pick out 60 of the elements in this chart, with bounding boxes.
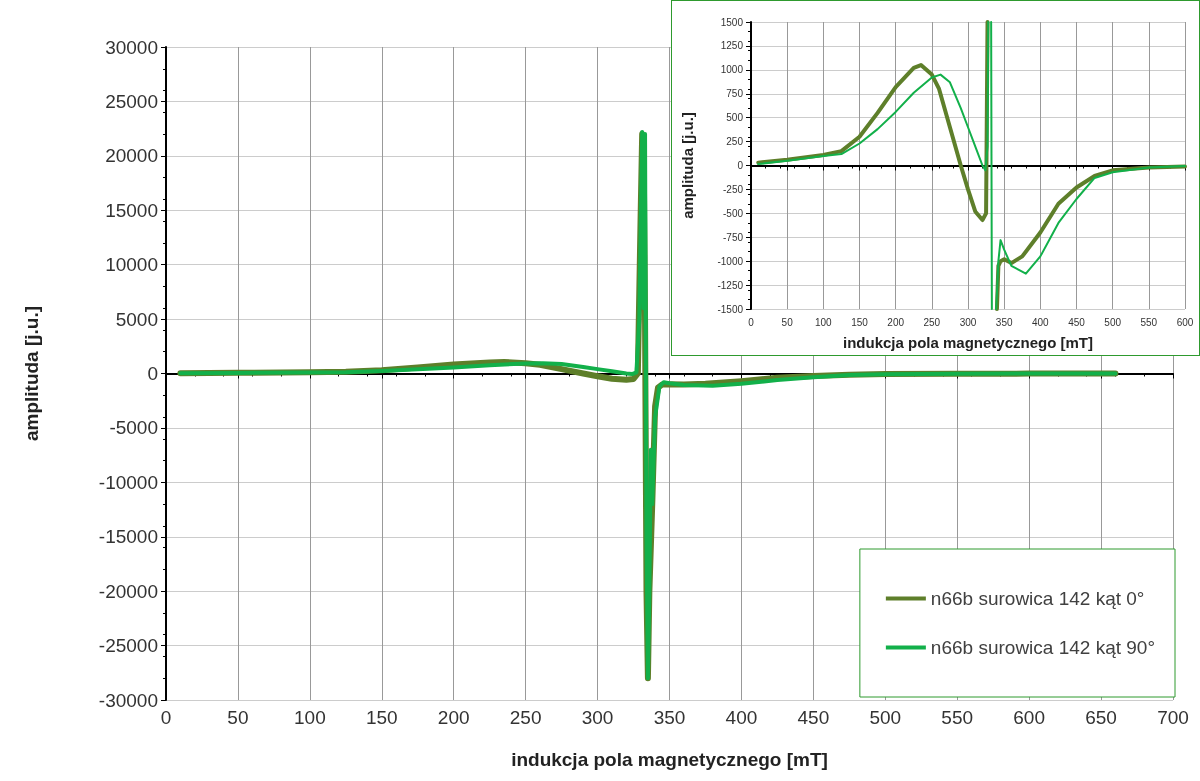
x-axis-title: indukcja pola magnetycznego [mT] [511, 749, 828, 770]
y-tick-label: 15000 [105, 199, 158, 221]
y-tick-label: -1000 [717, 255, 744, 267]
y-tick-label: 1000 [720, 64, 744, 76]
x-tick-label: 300 [959, 316, 977, 328]
x-tick-label: 0 [748, 316, 755, 328]
y-tick-label: -10000 [98, 471, 158, 493]
y-tick-label: -1500 [717, 303, 744, 315]
x-tick-label: 350 [653, 707, 686, 728]
y-tick-label: 25000 [105, 90, 158, 112]
y-tick-label: 750 [726, 88, 744, 100]
y-tick-label: 5000 [115, 308, 158, 330]
y-tick-label: -25000 [98, 635, 158, 657]
y-tick-label: 500 [726, 112, 744, 124]
x-tick-label: 200 [437, 707, 470, 728]
x-tick-label: 0 [160, 707, 172, 728]
x-tick-label: 500 [1104, 316, 1122, 328]
x-tick-label: 450 [797, 707, 830, 728]
y-tick-label: 20000 [105, 145, 158, 167]
y-tick-label: -500 [722, 207, 744, 219]
y-tick-label: -750 [722, 231, 744, 243]
y-tick-label: 0 [147, 363, 158, 384]
y-tick-label: -15000 [98, 526, 158, 548]
x-tick-label: 600 [1176, 316, 1194, 328]
y-tick-label: -5000 [109, 417, 158, 439]
x-tick-label: 150 [851, 316, 869, 328]
y-tick-label: 1500 [720, 16, 744, 28]
x-tick-label: 650 [1085, 707, 1117, 728]
y-tick-label: -20000 [98, 580, 158, 602]
legend-label: n66b surowica 142 kąt 90° [930, 637, 1156, 658]
x-axis-title: indukcja pola magnetycznego [mT] [842, 334, 1094, 351]
x-tick-label: 550 [1140, 316, 1158, 328]
x-tick-label: 550 [941, 707, 974, 728]
y-tick-label: 10000 [105, 254, 158, 276]
y-tick-label: -30000 [98, 689, 158, 711]
x-tick-label: 600 [1013, 707, 1045, 728]
y-tick-label: 250 [726, 136, 744, 148]
x-tick-label: 400 [725, 707, 758, 728]
x-tick-label: 450 [1068, 316, 1086, 328]
y-tick-label: -1250 [717, 279, 744, 291]
x-tick-label: 200 [887, 316, 905, 328]
x-tick-label: 300 [581, 707, 614, 728]
x-tick-label: 400 [1031, 316, 1050, 328]
x-tick-label: 350 [995, 316, 1013, 328]
x-tick-label: 150 [365, 707, 398, 728]
x-tick-label: 500 [869, 707, 902, 728]
y-axis-title: amplituda [j.u.] [679, 112, 696, 219]
x-tick-label: 50 [781, 316, 794, 328]
x-tick-label: 100 [814, 316, 833, 328]
x-tick-label: 250 [923, 316, 941, 328]
legend-label: n66b surowica 142 kąt 0° [930, 588, 1145, 609]
y-tick-label: -250 [722, 183, 744, 195]
y-tick-label: 30000 [105, 36, 158, 58]
x-tick-label: 250 [509, 707, 542, 728]
y-tick-label: 0 [737, 160, 744, 171]
y-tick-label: 1250 [720, 40, 744, 52]
y-axis-title: amplituda [j.u.] [21, 305, 42, 442]
x-tick-label: 100 [294, 707, 326, 728]
x-tick-label: 700 [1157, 707, 1189, 728]
x-tick-label: 50 [227, 707, 249, 728]
